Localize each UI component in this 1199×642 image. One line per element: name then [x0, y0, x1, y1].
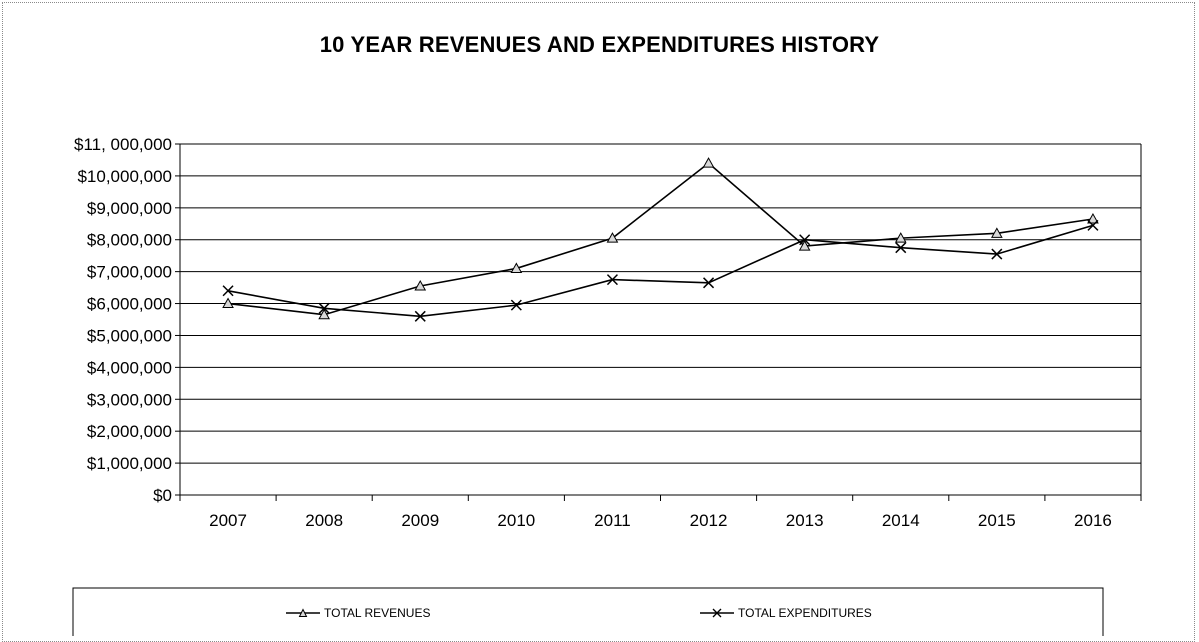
- legend-label-total-expenditures: TOTAL EXPENDITURES: [738, 606, 872, 620]
- legend-label-total-revenues: TOTAL REVENUES: [324, 606, 430, 620]
- x-tick-label: 2009: [401, 511, 439, 530]
- data-point-total-revenues: [991, 227, 1003, 238]
- x-tick-label: 2010: [497, 511, 535, 530]
- y-tick-label: $1,000,000: [87, 454, 172, 473]
- y-tick-label: $0: [153, 486, 172, 505]
- data-point-total-revenues: [894, 232, 907, 243]
- data-point-total-expenditures: [703, 277, 715, 289]
- x-tick-label: 2013: [786, 511, 824, 530]
- data-point-total-expenditures: [510, 299, 522, 311]
- y-tick-label: $8,000,000: [87, 231, 172, 250]
- data-point-total-revenues: [318, 308, 330, 320]
- data-point-total-expenditures: [895, 242, 907, 254]
- y-tick-label: $4,000,000: [87, 358, 172, 377]
- data-point-total-expenditures: [799, 234, 811, 246]
- data-point-total-expenditures: [606, 274, 618, 286]
- x-tick-label: 2014: [882, 511, 920, 530]
- y-tick-label: $7,000,000: [87, 263, 172, 282]
- y-tick-label: $2,000,000: [87, 422, 172, 441]
- data-point-total-revenues: [798, 240, 811, 251]
- data-point-total-expenditures: [222, 285, 234, 297]
- legend-box: [72, 587, 1104, 636]
- legend-marker-total-revenues: [298, 608, 308, 617]
- x-tick-label: 2007: [209, 511, 247, 530]
- data-point-total-revenues: [606, 232, 619, 243]
- x-tick-label: 2008: [305, 511, 343, 530]
- x-tick-label: 2012: [690, 511, 728, 530]
- y-tick-label: $5,000,000: [87, 326, 172, 345]
- data-point-total-expenditures: [991, 248, 1003, 260]
- x-tick-label: 2015: [978, 511, 1016, 530]
- y-tick-label: $9,000,000: [87, 199, 172, 218]
- y-tick-label: $11, 000,000: [74, 135, 172, 154]
- chart-title: 10 YEAR REVENUES AND EXPENDITURES HISTOR…: [319, 32, 880, 57]
- data-point-total-revenues: [702, 157, 715, 168]
- y-tick-label: $6,000,000: [87, 295, 172, 314]
- y-tick-label: $3,000,000: [87, 390, 172, 409]
- x-tick-label: 2011: [594, 511, 631, 530]
- data-point-total-revenues: [222, 297, 234, 309]
- data-point-total-expenditures: [414, 310, 426, 322]
- legend-marker-total-expenditures: [712, 608, 722, 618]
- series-line-total-revenues: [227, 162, 1094, 316]
- data-point-total-expenditures: [1087, 219, 1099, 231]
- series-line-total-expenditures: [227, 224, 1094, 318]
- y-tick-label: $10,000,000: [77, 167, 172, 186]
- data-point-total-revenues: [1087, 212, 1099, 224]
- data-point-total-expenditures: [318, 302, 330, 314]
- data-point-total-revenues: [510, 262, 523, 273]
- data-point-total-revenues: [414, 279, 427, 291]
- x-tick-label: 2016: [1074, 511, 1112, 530]
